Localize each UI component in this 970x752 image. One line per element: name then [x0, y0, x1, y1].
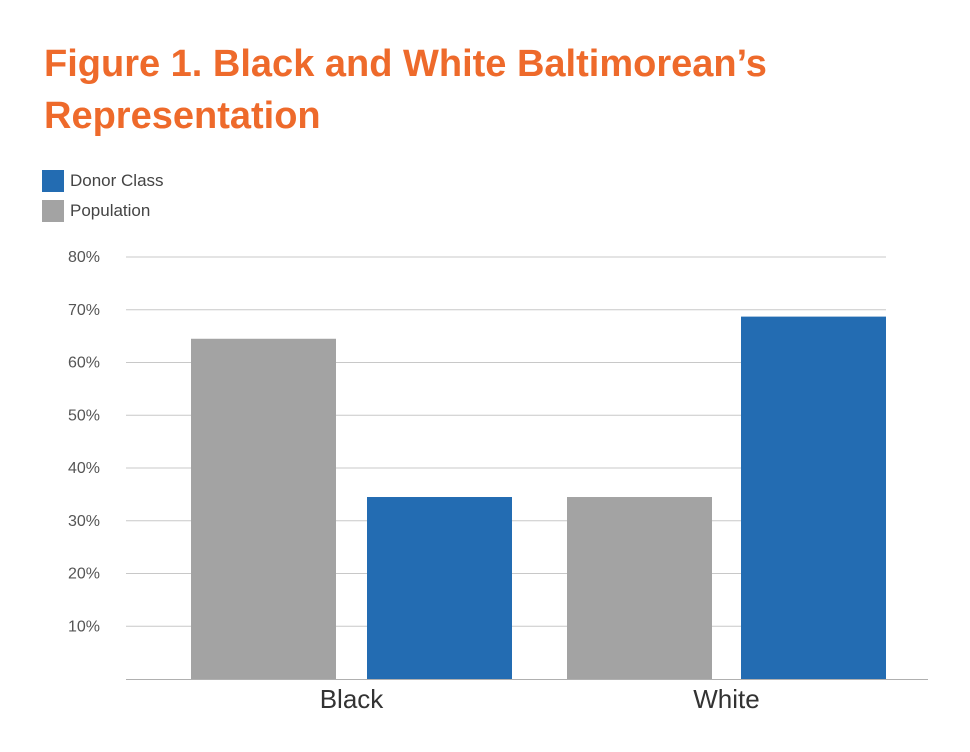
bar-donor-class-white	[741, 316, 886, 679]
legend-swatch-population	[42, 200, 64, 222]
y-tick-label: 20%	[68, 566, 100, 583]
legend-swatch-donor-class	[42, 170, 64, 192]
y-tick-label: 50%	[68, 407, 100, 424]
y-tick-label: 60%	[68, 355, 100, 372]
x-category-label: White	[693, 684, 759, 714]
bar-population-black	[191, 338, 336, 679]
chart-title: Figure 1. Black and White Baltimorean’s …	[44, 43, 767, 137]
y-tick-label: 70%	[68, 302, 100, 319]
legend-label-population: Population	[70, 201, 151, 220]
legend-label-donor-class: Donor Class	[70, 171, 164, 190]
y-tick-label: 10%	[68, 618, 100, 635]
x-category-label: Black	[320, 684, 385, 714]
bar-population-white	[567, 497, 712, 679]
y-tick-label: 30%	[68, 513, 100, 530]
y-tick-label: 80%	[68, 249, 100, 266]
y-tick-label: 40%	[68, 460, 100, 477]
bar-donor-class-black	[367, 497, 512, 679]
